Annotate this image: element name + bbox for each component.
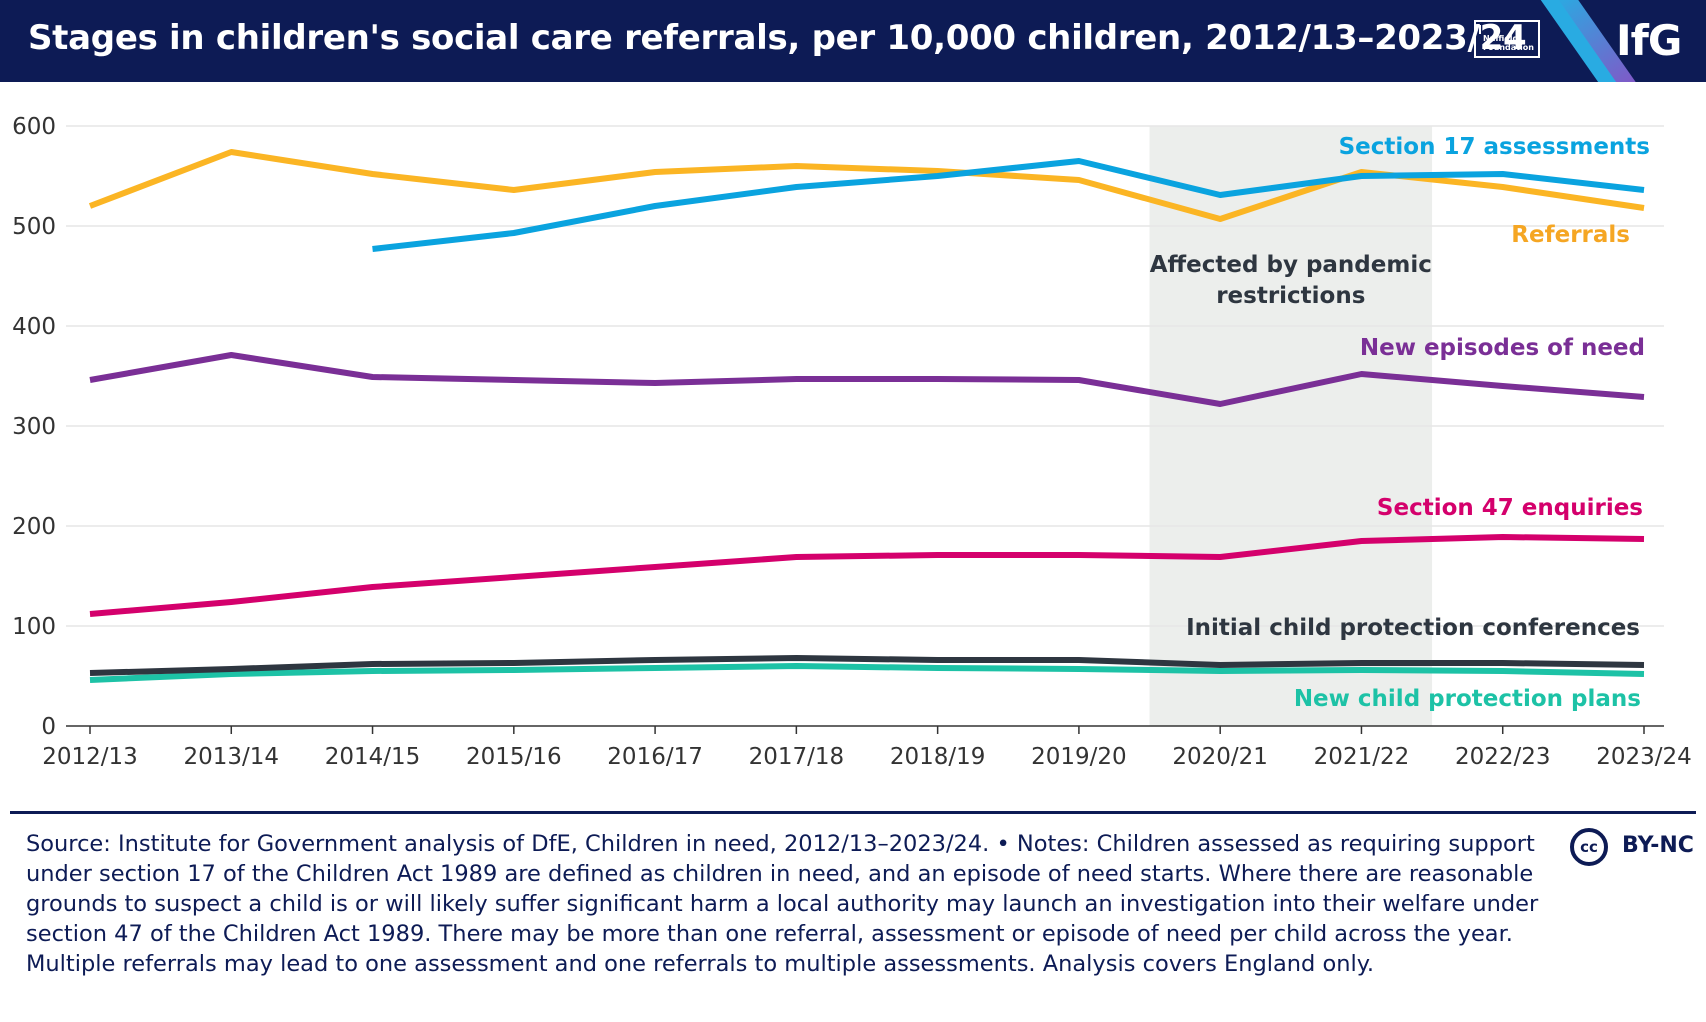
series-label: New episodes of need: [1360, 335, 1645, 361]
series-labels: Affected by pandemic restrictions Referral…: [1150, 134, 1650, 712]
y-tick-label: 400: [12, 314, 56, 340]
gridlines: [66, 125, 1664, 627]
x-tick-label: 2013/14: [183, 744, 279, 770]
axes: 0 100 200 300 400 500 600 2012/13 2013/14 2014/15…: [12, 114, 1692, 770]
series-label: Section 47 enquiries: [1377, 495, 1643, 521]
source-notes: Source: Institute for Government analysi…: [26, 831, 1539, 977]
pandemic-region-label-line: restrictions: [1216, 283, 1365, 309]
x-tick-label: 2022/23: [1455, 744, 1551, 770]
x-tick-label: 2018/19: [890, 744, 986, 770]
x-tick-label: 2019/20: [1031, 744, 1127, 770]
license-label: BY-NC: [1622, 833, 1694, 858]
x-tick-label: 2017/18: [749, 744, 845, 770]
series-lines: [88, 149, 1645, 683]
pandemic-region-label: Affected by pandemic restrictions: [1150, 252, 1432, 309]
ifg-logo: IfG: [1616, 16, 1682, 65]
creative-commons-icon: cc: [1570, 828, 1608, 866]
y-tick-label: 200: [12, 514, 56, 540]
series-label: Initial child protection conferences: [1186, 615, 1640, 641]
series-line-section-17-assessments: [372, 158, 1645, 252]
series-label: Referrals: [1511, 222, 1630, 248]
footer-divider: [10, 811, 1696, 814]
y-tick-label: 0: [41, 714, 56, 740]
x-tick-label: 2021/22: [1314, 744, 1410, 770]
series-line-initial-child-protection-conferences: [89, 655, 1645, 676]
x-tick-label: 2020/21: [1172, 744, 1268, 770]
series-line-new-child-protection-plans: [89, 663, 1645, 683]
nuffield-logo-mark-icon: [1479, 25, 1481, 34]
series-label: Section 17 assessments: [1339, 134, 1650, 160]
page-title: Stages in children's social care referra…: [28, 18, 1527, 58]
y-tick-label: 300: [12, 414, 56, 440]
x-tick-label: 2015/16: [466, 744, 562, 770]
header-banner: Stages in children's social care referra…: [0, 0, 1706, 82]
x-tick-label: 2014/15: [325, 744, 421, 770]
y-tick-label: 600: [12, 114, 56, 140]
x-tick-label: 2016/17: [607, 744, 703, 770]
series-line-section-47-enquiries: [89, 534, 1645, 617]
x-tick-label: 2023/24: [1596, 744, 1692, 770]
line-chart: 0 100 200 300 400 500 600 2012/13 2013/14 2014/15…: [12, 114, 1692, 770]
y-tick-label: 500: [12, 214, 56, 240]
series-line-new-episodes-of-need: [89, 352, 1645, 407]
series-label: New child protection plans: [1294, 686, 1641, 712]
y-tick-label: 100: [12, 614, 56, 640]
pandemic-region-label-line: Affected by pandemic: [1150, 252, 1432, 278]
x-tick-label: 2012/13: [42, 744, 138, 770]
nuffield-foundation-logo: Nuffield Foundation: [1474, 20, 1540, 58]
nuffield-logo-text: Nuffield Foundation: [1483, 34, 1534, 52]
